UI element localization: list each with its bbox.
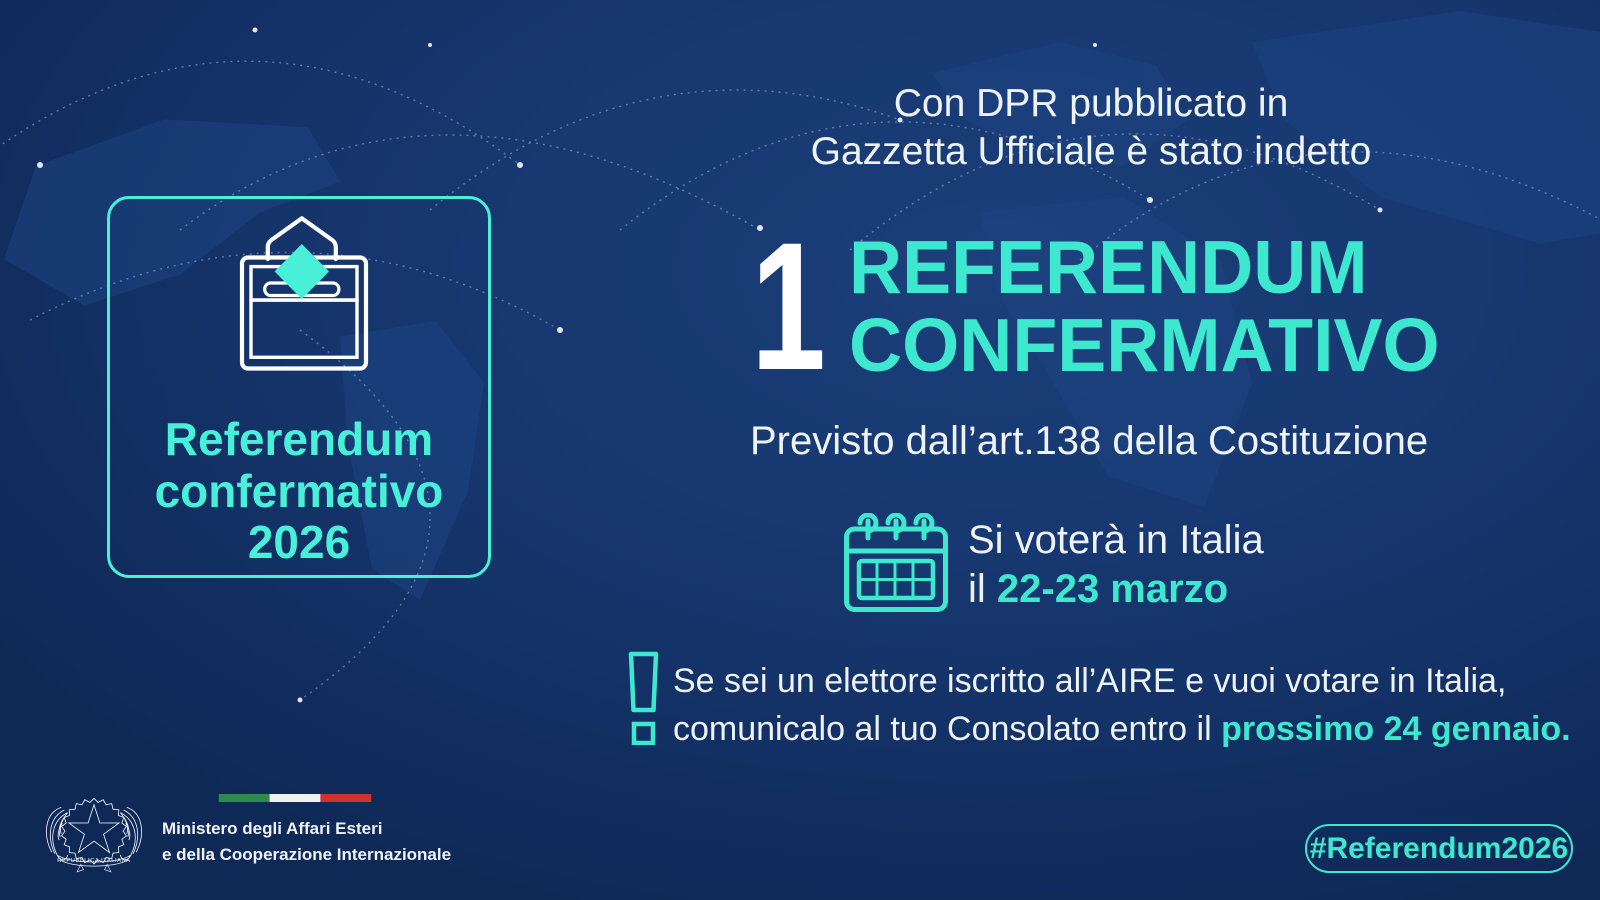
svg-text:REPUBBLICA ITALIANA: REPUBBLICA ITALIANA [57, 858, 130, 864]
